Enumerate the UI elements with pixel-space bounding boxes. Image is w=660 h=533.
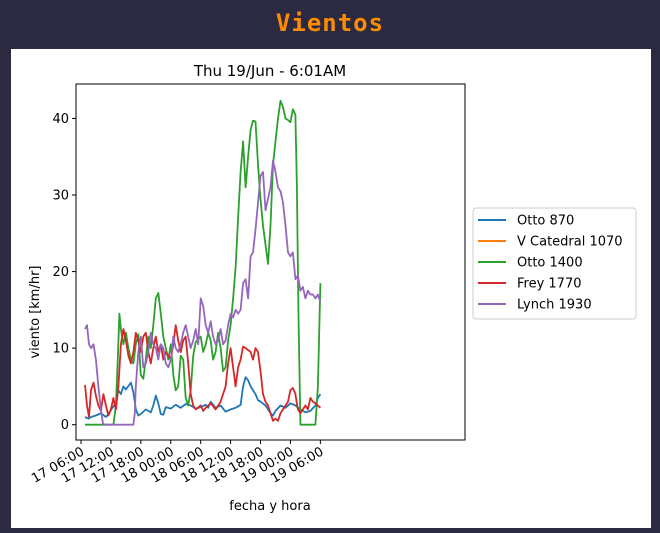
chart-panel: Thu 19/Jun - 6:01AM 17 06:00 17 12:00 17 1…: [11, 49, 651, 528]
series-line-0: [84, 376, 322, 420]
legend-box: [472, 207, 637, 320]
legend-entry-3: Frey 1770: [517, 277, 582, 292]
y-tick-label: 0: [61, 418, 69, 433]
series-line-4: [84, 159, 322, 426]
plot-frame: [75, 83, 466, 441]
y-axis-label: viento [km/hr]: [28, 265, 43, 358]
legend: Otto 870 V Catedral 1070 Otto 1400 Frey 177…: [472, 207, 637, 320]
y-tick-label: 30: [52, 189, 69, 204]
app-title: Vientos: [275, 9, 385, 37]
series-line-3: [84, 324, 322, 422]
legend-entry-0: Otto 870: [517, 214, 574, 229]
app-header: Vientos: [0, 0, 660, 46]
y-tick-label: 10: [52, 342, 69, 357]
x-axis-label: fecha y hora: [229, 499, 310, 514]
legend-entry-4: Lynch 1930: [517, 298, 592, 313]
legend-entry-2: Otto 1400: [517, 256, 583, 271]
y-tick-label: 40: [52, 112, 69, 127]
y-axis: 0 10 20 30 40: [52, 112, 76, 433]
chart-title: Thu 19/Jun - 6:01AM: [193, 62, 346, 80]
series-line-2: [85, 99, 322, 426]
y-tick-label: 20: [52, 265, 69, 280]
series-layer: [84, 99, 322, 426]
legend-entry-1: V Catedral 1070: [517, 235, 623, 250]
